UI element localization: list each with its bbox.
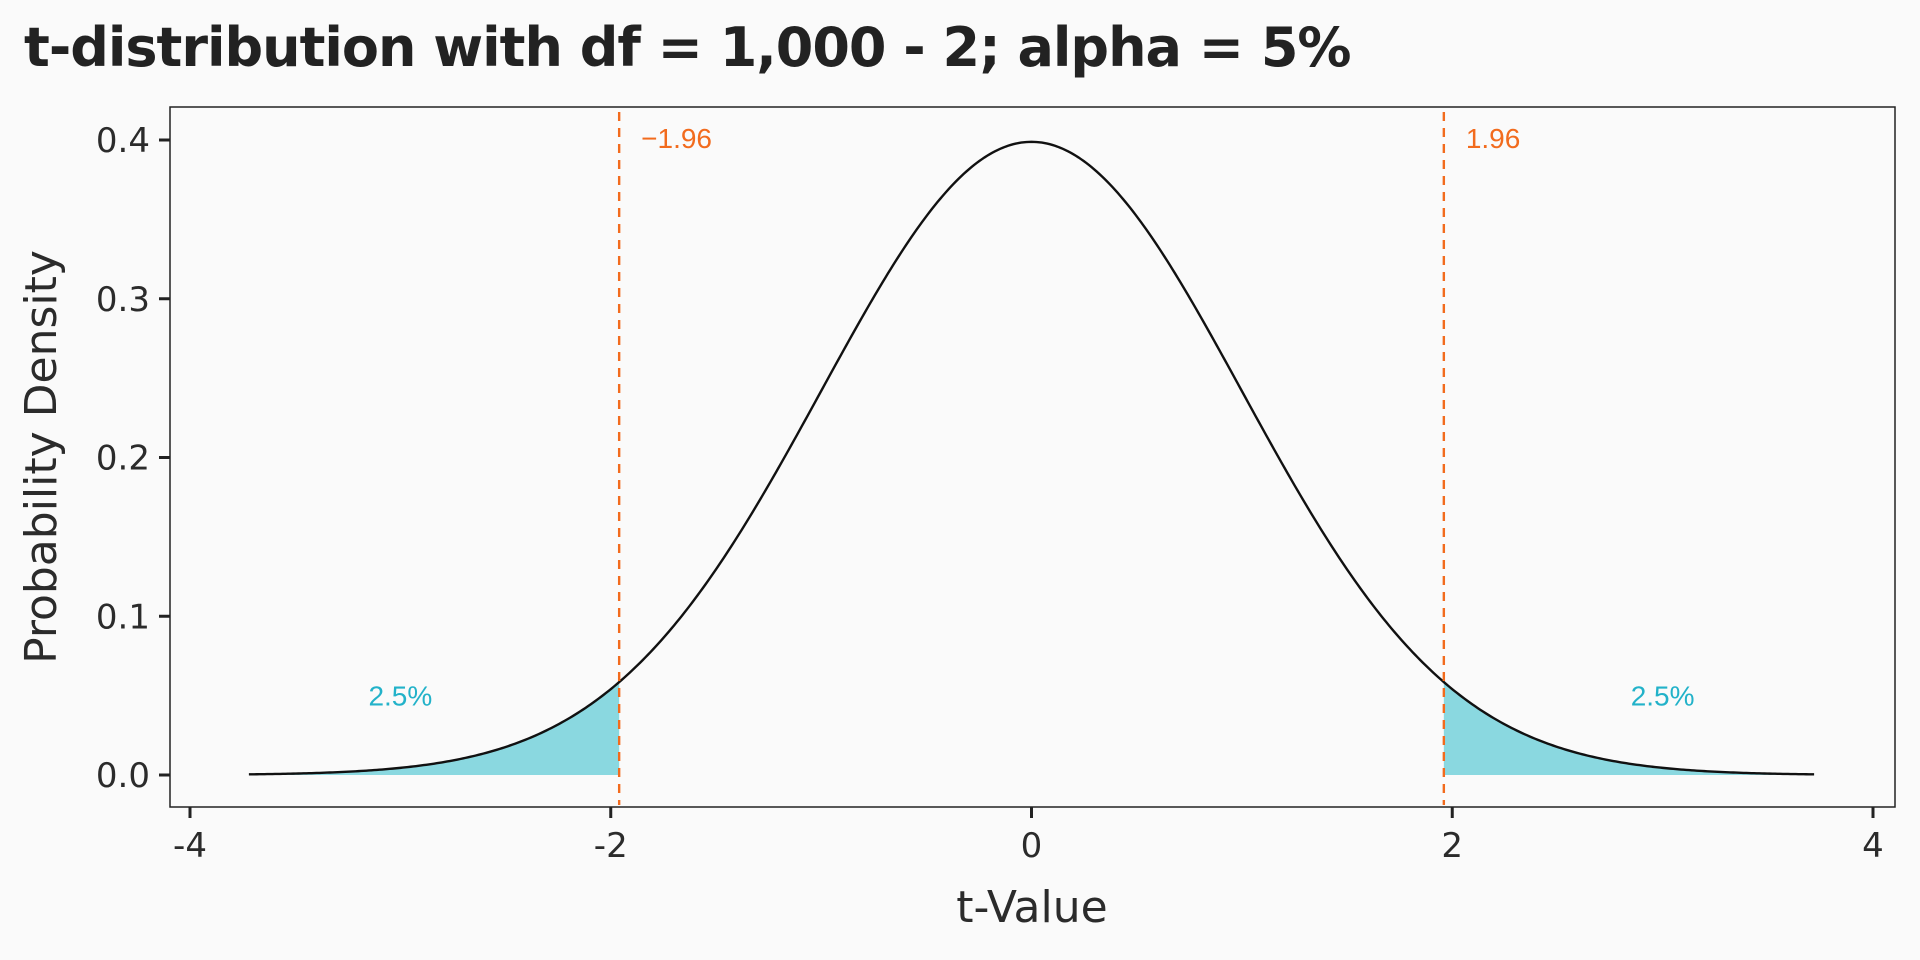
density-curve: [248, 140, 1815, 776]
critical-label-1: 1.96: [1466, 123, 1521, 154]
y-tick-label-0: 0.0: [96, 756, 150, 796]
plot-panel: [169, 106, 1896, 808]
chart-title: t-distribution with df = 1,000 - 2; alph…: [24, 16, 1351, 79]
y-tick-label-2: 0.2: [96, 439, 150, 479]
x-tick-label-0: -4: [173, 826, 207, 866]
y-axis-title: Probability Density: [16, 250, 67, 664]
y-tick-label-4: 0.4: [96, 121, 150, 161]
x-tick-label-2: 0: [1021, 826, 1043, 866]
tail-label-0: 2.5%: [368, 681, 432, 712]
x-tick-label-3: 2: [1441, 826, 1463, 866]
x-tick-label-1: -2: [594, 826, 628, 866]
x-axis-title: t-Value: [956, 882, 1107, 933]
y-tick-label-1: 0.1: [96, 597, 150, 637]
y-tick-label-3: 0.3: [96, 280, 150, 320]
density-curve-layer: [248, 140, 1815, 776]
tail-label-1: 2.5%: [1631, 681, 1695, 712]
critical-label-0: −1.96: [641, 123, 712, 154]
tail-area-1: [1443, 682, 1815, 775]
x-tick-label-4: 4: [1862, 826, 1884, 866]
tail-area-0: [248, 682, 620, 775]
axes: 0.0 0.1 0.2 0.3 0.4 -4 -2 0 2 4: [96, 121, 1884, 866]
critical-lines: −1.96 1.96: [617, 112, 1521, 805]
tail-areas: 2.5% 2.5%: [248, 681, 1815, 775]
